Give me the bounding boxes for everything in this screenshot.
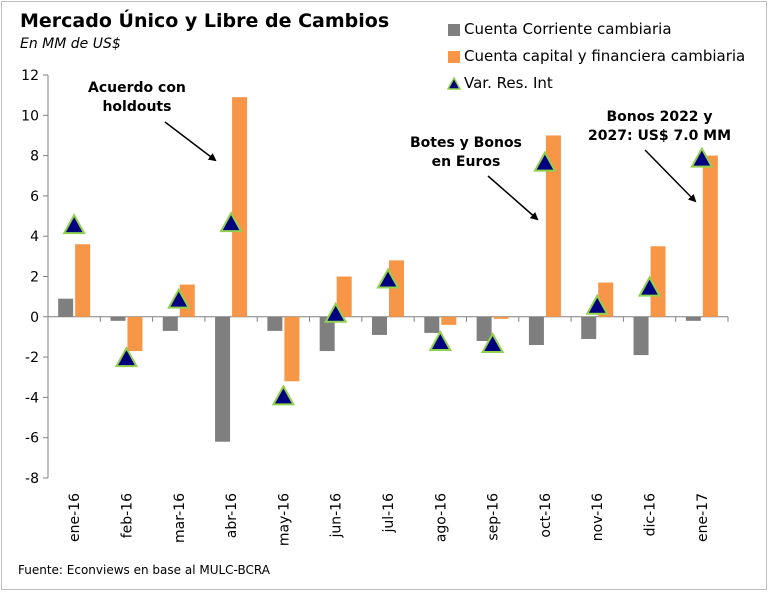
bar-cuenta-capital — [441, 316, 457, 325]
marker-var-res-int — [585, 293, 609, 315]
source-note: Fuente: Econviews en base al MULC-BCRA — [18, 563, 270, 577]
bar-cuenta-capital — [545, 135, 561, 317]
bar-cuenta-capital — [232, 97, 248, 317]
x-tick-label: jul-16 — [381, 493, 397, 534]
x-tick-label: dic-16 — [643, 493, 659, 536]
x-tick-label: ene-17 — [695, 493, 711, 542]
bar-cuenta-capital — [493, 316, 509, 319]
x-tick-label: mar-16 — [172, 493, 188, 543]
bar-cuenta-corriente — [215, 316, 231, 442]
x-tick-label: ago-16 — [433, 493, 449, 542]
x-tick-label: ene-16 — [67, 493, 83, 542]
x-tick-label: feb-16 — [119, 493, 135, 538]
marker-var-res-int — [376, 267, 400, 289]
x-tick-label: abr-16 — [224, 493, 240, 538]
x-tick-label: may-16 — [276, 493, 292, 546]
bars — [58, 97, 718, 442]
arrow-holdouts — [164, 121, 217, 162]
annotation-holdouts: Acuerdo con holdouts — [88, 80, 186, 115]
y-tick-label: 10 — [21, 108, 39, 124]
annotation-arrows — [164, 121, 697, 221]
marker-var-res-int — [637, 275, 662, 297]
bar-cuenta-capital — [702, 155, 718, 317]
bar-cuenta-corriente — [372, 316, 387, 335]
marker-var-res-int — [114, 346, 139, 368]
triangle-marker-icon — [447, 77, 461, 90]
marker-var-res-int — [62, 213, 86, 235]
y-tick-label: -4 — [25, 390, 39, 406]
y-tick-label: -2 — [25, 350, 39, 366]
legend-swatch-orange — [448, 51, 460, 63]
x-tick-label: sep-16 — [486, 493, 502, 541]
marker-var-res-int — [690, 146, 714, 168]
marker-var-res-int — [533, 150, 557, 172]
bar-cuenta-corriente — [476, 316, 492, 341]
markers — [62, 146, 714, 406]
bar-cuenta-corriente — [581, 316, 597, 339]
bar-cuenta-corriente — [110, 316, 126, 321]
bar-cuenta-capital — [336, 276, 352, 317]
marker-var-res-int — [271, 384, 296, 406]
bar-cuenta-corriente — [58, 298, 74, 317]
y-tick-label: 8 — [30, 149, 39, 165]
x-tick-label: jun-16 — [329, 493, 345, 539]
legend-label: Cuenta Corriente cambiaria — [464, 20, 672, 38]
bar-cuenta-capital — [127, 316, 143, 352]
marker-var-res-int — [167, 287, 191, 309]
arrow-botes — [487, 175, 539, 221]
marker-var-res-int — [219, 211, 243, 233]
annotation-botes: Botes y Bonos en Euros — [410, 135, 522, 170]
legend-swatch-gray — [448, 24, 460, 36]
bar-cuenta-corriente — [685, 316, 701, 321]
x-tick-label: nov-16 — [590, 493, 606, 541]
bar-cuenta-corriente — [162, 316, 178, 331]
bar-cuenta-capital — [75, 244, 91, 317]
y-tick-label: -8 — [25, 471, 39, 487]
legend-label: Var. Res. Int — [464, 74, 553, 92]
chart-subtitle: En MM de US$ — [20, 36, 121, 52]
marker-var-res-int — [480, 331, 505, 354]
legend-label: Cuenta capital y financiera cambiaria — [464, 47, 746, 65]
marker-var-res-int — [323, 301, 348, 323]
marker-var-res-int — [428, 329, 453, 351]
bar-cuenta-capital — [650, 246, 666, 317]
annotation-bonos2022: Bonos 2022 y 2027: US$ 7.0 MM — [588, 109, 732, 144]
y-tick-label: 6 — [30, 189, 39, 205]
chart-title: Mercado Único y Libre de Cambios — [20, 10, 390, 32]
axes: -8 -6 -4 -2 0 2 4 6 8 10 12 ene-16 feb-16 mar-16 abr-1… — [21, 68, 729, 546]
bar-cuenta-capital — [179, 284, 195, 317]
y-tick-label: 2 — [30, 270, 39, 286]
x-tick-label: oct-16 — [538, 493, 554, 538]
y-tick-label: 12 — [21, 68, 39, 84]
bar-cuenta-corriente — [528, 316, 544, 346]
y-tick-label: 0 — [30, 310, 39, 326]
bar-cuenta-corriente — [424, 316, 440, 333]
arrow-bonos2022 — [644, 149, 697, 203]
bar-cuenta-corriente — [633, 316, 649, 356]
bar-cuenta-capital — [284, 316, 300, 382]
y-tick-label: 4 — [30, 229, 39, 245]
y-tick-label: -6 — [25, 431, 39, 447]
bar-cuenta-capital — [389, 260, 404, 317]
bar-cuenta-corriente — [267, 316, 283, 331]
bar-cuenta-corriente — [319, 316, 335, 352]
